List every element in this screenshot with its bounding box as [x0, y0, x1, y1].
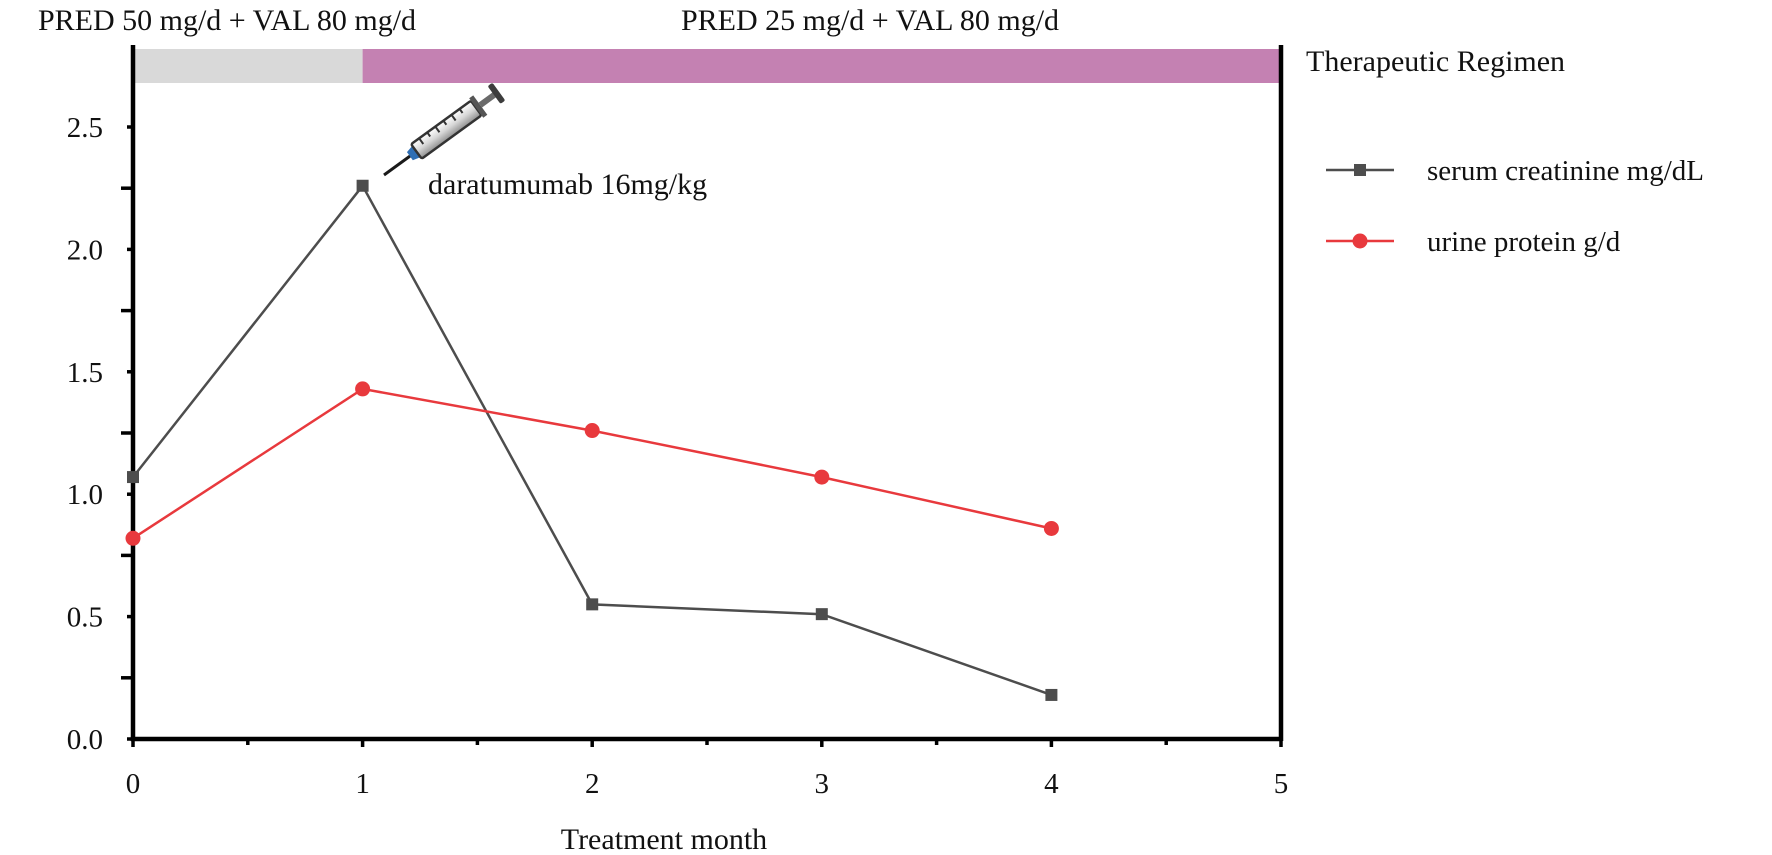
- x-tick-label: 2: [585, 768, 600, 800]
- annotation-text: daratumumab 16mg/kg: [428, 168, 707, 201]
- regimen-segment-0: [133, 49, 363, 83]
- data-point: [584, 423, 600, 439]
- y-tick-label: 1.5: [67, 357, 103, 389]
- legend-marker: [1354, 164, 1366, 176]
- axes: [130, 45, 1284, 742]
- legend-label: urine protein g/d: [1427, 226, 1621, 258]
- y-tick-label: 2.5: [67, 112, 103, 144]
- x-tick-label: 4: [1044, 768, 1059, 800]
- y-tick-label: 0.0: [67, 724, 103, 756]
- x-axis-title: Treatment month: [561, 823, 767, 855]
- legend: serum creatinine mg/dL urine protein g/d: [1326, 155, 1704, 258]
- data-point: [586, 598, 599, 611]
- x-tick-label: 3: [815, 768, 830, 800]
- syringe-icon: [383, 83, 505, 177]
- data-point: [127, 471, 139, 484]
- data-point: [815, 608, 828, 621]
- x-tick-label: 5: [1274, 768, 1289, 800]
- series-line-1: [132, 387, 1052, 540]
- regimen-bar: PRED 50 mg/d + VAL 80 mg/d PRED 25 mg/d +…: [38, 4, 1282, 83]
- x-tick-label: 1: [355, 768, 370, 800]
- regimen-title: Therapeutic Regimen: [1306, 45, 1565, 78]
- data-point: [356, 179, 369, 192]
- series-line-0: [132, 183, 1052, 697]
- regimen-label-1: PRED 25 mg/d + VAL 80 mg/d: [681, 4, 1059, 37]
- data-point: [125, 530, 141, 546]
- series-lines: [132, 183, 1052, 697]
- data-point: [1043, 520, 1059, 536]
- daratumumab-annotation: daratumumab 16mg/kg: [383, 83, 707, 201]
- legend-label: serum creatinine mg/dL: [1427, 155, 1704, 187]
- y-tick-label: 2.0: [67, 234, 103, 266]
- y-tick-label: 0.5: [67, 602, 103, 634]
- ticks: 0.0 0.5 1.0 1.5 2.0 2.5 0 1 2 3 4 5: [67, 112, 1289, 800]
- x-tick-label: 0: [126, 768, 141, 800]
- legend-marker: [1352, 233, 1368, 249]
- regimen-label-0: PRED 50 mg/d + VAL 80 mg/d: [38, 4, 416, 37]
- data-point: [1045, 688, 1058, 701]
- data-point: [355, 381, 371, 397]
- data-point: [814, 469, 830, 485]
- y-tick-label: 1.0: [67, 479, 103, 511]
- regimen-segment-1: [362, 49, 1282, 83]
- series-markers: [125, 179, 1059, 701]
